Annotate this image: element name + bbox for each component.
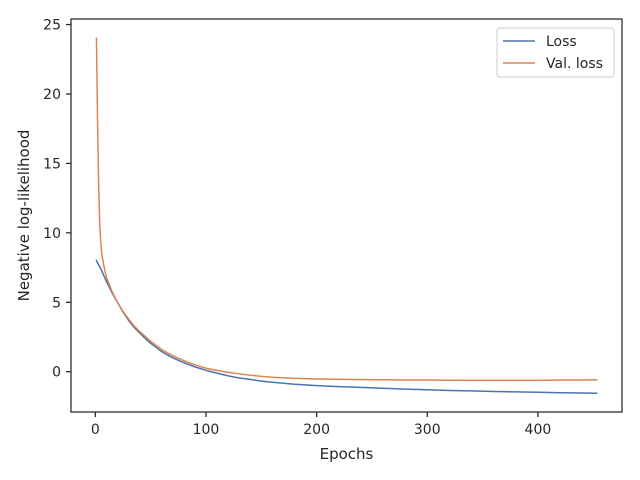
legend-label-loss: Loss [546, 34, 577, 50]
series-line-val-loss [95, 37, 598, 382]
plot-area [95, 37, 598, 395]
y-tick-label: 15 [43, 156, 61, 172]
axes: 0 100 200 300 400 0 5 10 15 20 25 [43, 18, 623, 438]
x-tick-label: 300 [414, 422, 441, 438]
y-axis-title: Negative log-likelihood [15, 130, 33, 302]
legend-label-val-loss: Val. loss [546, 56, 603, 72]
x-tick-label: 0 [91, 422, 100, 438]
x-tick-label: 400 [525, 422, 552, 438]
y-tick-label: 0 [52, 365, 61, 381]
x-axis-title: Epochs [320, 445, 374, 463]
y-tick-label: 20 [43, 87, 61, 103]
plot-frame [70, 18, 623, 413]
x-tick-label: 200 [303, 422, 330, 438]
series-line-loss [95, 259, 598, 395]
legend: Loss Val. loss [496, 27, 615, 78]
x-tick-label: 100 [193, 422, 220, 438]
y-tick-label: 25 [43, 18, 61, 34]
y-tick-label: 10 [43, 226, 61, 242]
y-tick-label: 5 [52, 295, 61, 311]
